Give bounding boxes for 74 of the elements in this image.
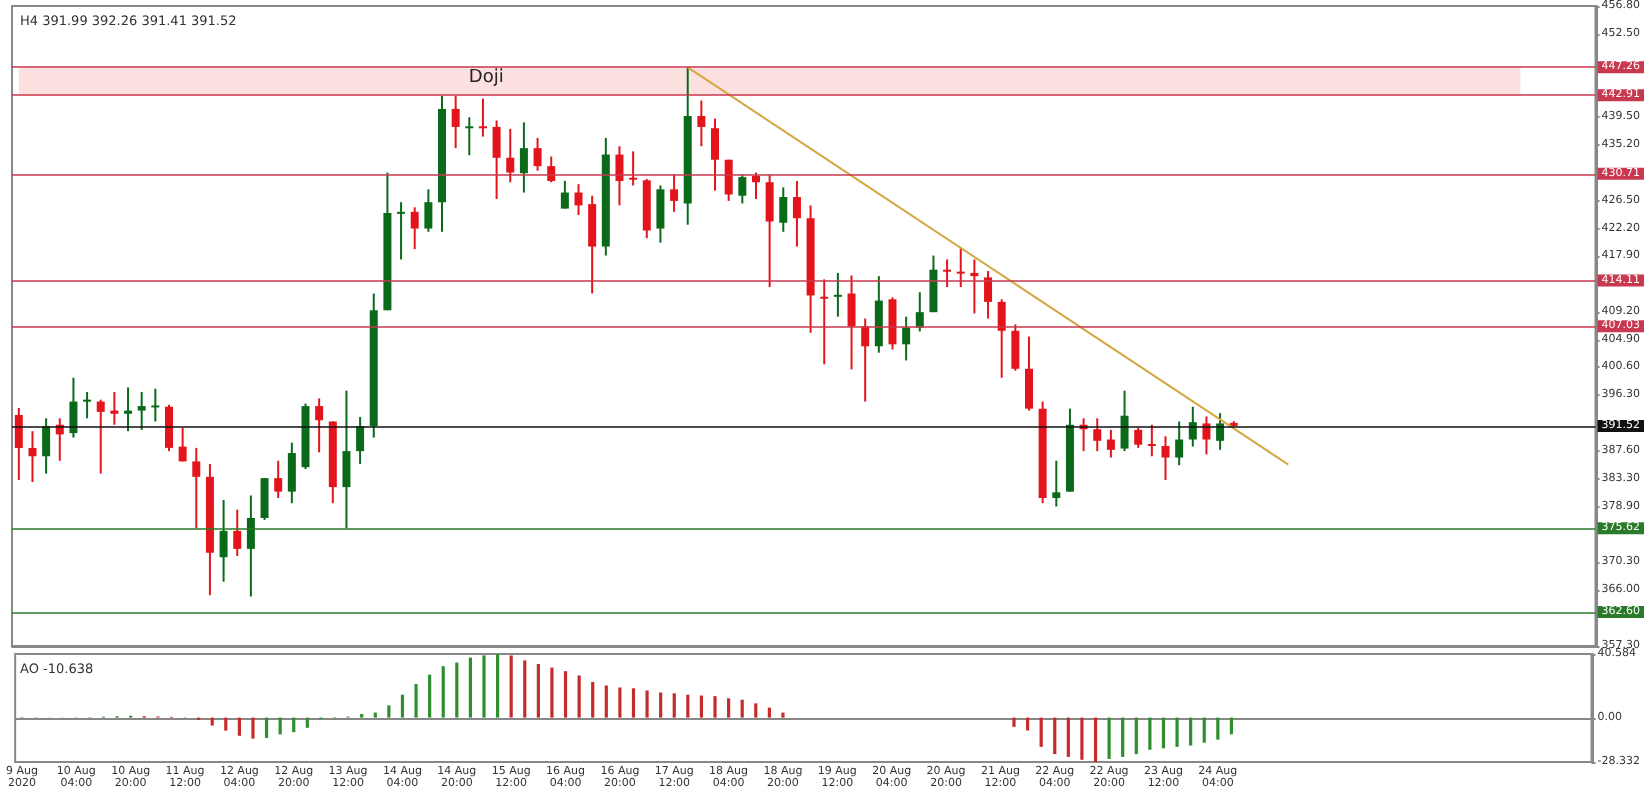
candlestick bbox=[246, 494, 255, 598]
candlestick bbox=[861, 317, 870, 403]
candlestick bbox=[1147, 423, 1156, 458]
candlestick bbox=[1216, 412, 1225, 451]
candlestick bbox=[519, 121, 528, 194]
candlestick bbox=[697, 99, 706, 148]
candlestick bbox=[874, 275, 883, 354]
candlestick bbox=[110, 390, 119, 426]
candlestick bbox=[83, 390, 92, 420]
candlestick bbox=[956, 246, 965, 289]
candlestick bbox=[137, 390, 146, 431]
candlestick bbox=[465, 116, 474, 157]
candlestick bbox=[1175, 420, 1184, 467]
candlestick bbox=[315, 397, 324, 454]
candlestick bbox=[1161, 435, 1170, 482]
candlestick bbox=[451, 95, 460, 150]
candlestick bbox=[1106, 428, 1115, 459]
candlestick bbox=[219, 498, 228, 583]
candlestick bbox=[410, 206, 419, 251]
candlestick bbox=[915, 291, 924, 333]
candlestick bbox=[424, 188, 433, 233]
candlestick bbox=[984, 270, 993, 320]
candlestick bbox=[629, 150, 638, 187]
candlestick bbox=[902, 315, 911, 362]
candlestick bbox=[260, 477, 269, 521]
candlestick bbox=[14, 407, 23, 482]
candlestick bbox=[560, 179, 569, 210]
candlestick bbox=[274, 459, 283, 500]
candlestick bbox=[1025, 335, 1033, 412]
candlestick bbox=[233, 508, 242, 557]
candlestick bbox=[670, 173, 679, 213]
candlestick bbox=[342, 389, 351, 530]
candlestick bbox=[192, 446, 201, 530]
candlestick bbox=[574, 183, 583, 217]
candlestick bbox=[765, 173, 774, 289]
candlestick bbox=[96, 398, 105, 475]
candlestick bbox=[492, 119, 501, 200]
candlestick bbox=[792, 179, 801, 248]
candlestick bbox=[833, 271, 842, 318]
candlestick bbox=[738, 173, 747, 205]
candlestick bbox=[820, 278, 829, 366]
candlestick bbox=[929, 254, 938, 314]
candlestick bbox=[847, 274, 856, 371]
candlestick bbox=[42, 417, 51, 475]
candlestick bbox=[151, 387, 160, 423]
band-label: Doji bbox=[468, 68, 504, 89]
candlestick bbox=[356, 416, 365, 465]
candlestick bbox=[615, 145, 624, 207]
candlestick bbox=[1120, 389, 1129, 453]
candlestick bbox=[779, 186, 788, 233]
candlestick bbox=[711, 117, 720, 192]
candlestick bbox=[943, 258, 952, 289]
candlestick bbox=[970, 258, 979, 315]
candlestick bbox=[1011, 323, 1020, 372]
candlestick bbox=[1188, 405, 1197, 448]
candlestick bbox=[888, 296, 897, 351]
candlestick bbox=[1052, 459, 1061, 508]
candlestick bbox=[478, 97, 487, 138]
candlestick bbox=[506, 127, 515, 184]
candlestick bbox=[69, 376, 78, 439]
candlestick bbox=[1093, 417, 1102, 453]
candlestick bbox=[588, 194, 597, 295]
candlestick bbox=[1202, 415, 1211, 456]
candlestick bbox=[164, 403, 173, 453]
candlestick bbox=[124, 386, 133, 433]
candlestick bbox=[533, 136, 542, 172]
candlestick bbox=[997, 298, 1006, 379]
candlestick bbox=[28, 430, 37, 483]
candlestick bbox=[397, 201, 406, 261]
candlestick bbox=[287, 441, 296, 505]
candlestick bbox=[1134, 426, 1143, 449]
candlestick bbox=[751, 171, 760, 200]
candlestick bbox=[656, 184, 665, 244]
candlestick bbox=[178, 426, 187, 463]
